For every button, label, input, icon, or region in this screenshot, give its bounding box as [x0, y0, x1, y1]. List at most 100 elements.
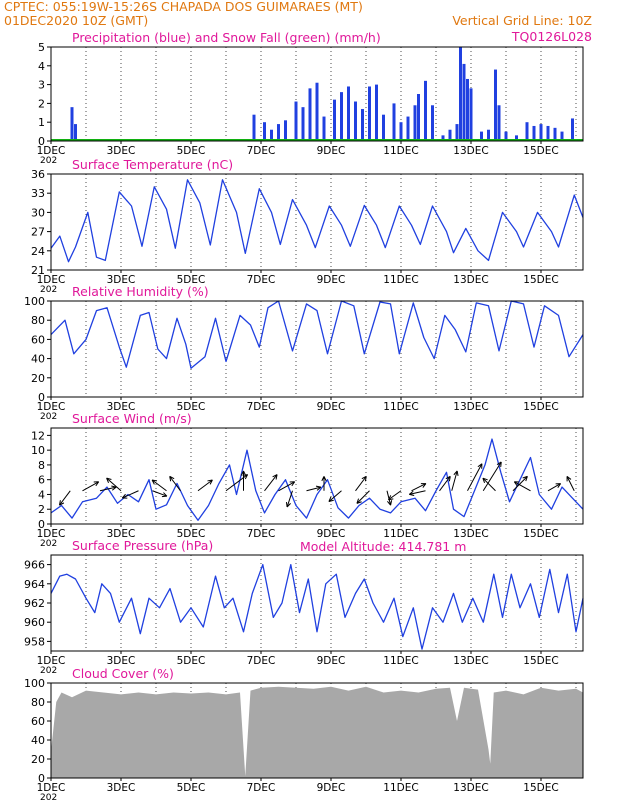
y-tick-label: 0: [38, 135, 45, 148]
panel-rh: 0 20 40 60 80 100 1DEC 3DEC 5DEC 7DEC 9DEC 11DEC 13D…: [24, 284, 584, 422]
wind-arrowhead: [496, 461, 502, 467]
panel-frame: [50, 554, 584, 652]
y-tick-label: 21: [31, 264, 45, 277]
x-tick-label: 11DEC: [383, 401, 418, 413]
wind-vector: [482, 477, 496, 492]
y-tick-label: 0: [38, 391, 45, 404]
precip-bar: [368, 86, 371, 141]
wind-vector: [122, 490, 139, 499]
x-tick-label: 11DEC: [383, 145, 418, 157]
y-tick-label: 40: [31, 353, 45, 366]
precip-bar: [480, 131, 483, 141]
precip-bar: [441, 135, 445, 141]
x-tick-label: 11DEC: [383, 528, 418, 540]
wind-vector: [106, 477, 122, 492]
wind-arrowhead: [207, 479, 213, 485]
x-tick-label: 1DEC: [37, 655, 66, 667]
y-tick-label: 0: [38, 772, 45, 785]
y-tick-label: 962: [24, 597, 45, 610]
y-tick-label: 100: [24, 295, 45, 308]
x-tick-label: 13DEC: [453, 655, 488, 667]
wind-arrowhead: [555, 483, 562, 488]
panel-precip: 0 1 2 3 4 5 1DEC 3DEC 5DEC 7DEC 9DEC 11DEC 13DEC 15DE…: [37, 30, 584, 166]
wind-arrowhead: [387, 495, 394, 501]
wind-vector: [152, 490, 168, 497]
panel-title: Surface Pressure (hPa): [72, 538, 213, 553]
precip-bar: [340, 92, 343, 141]
y-tick-label: 10: [31, 444, 45, 457]
panel-title: Cloud Cover (%): [72, 666, 174, 681]
precip-bar: [515, 135, 518, 141]
x-tick-label: 7DEC: [247, 655, 276, 667]
panel-title: Surface Temperature (nC): [72, 157, 233, 172]
wind-arrowhead: [93, 481, 100, 487]
year-label: 202: [40, 412, 57, 422]
vertical-grid-note: Vertical Grid Line: 10Z: [452, 13, 592, 28]
precip-bar: [70, 107, 74, 141]
x-tick-label: 1DEC: [37, 401, 66, 413]
precip-bar: [382, 114, 385, 141]
y-tick-label: 33: [31, 187, 45, 200]
cloud-area: [51, 686, 583, 778]
y-tick-label: 36: [31, 168, 45, 181]
wind-vector: [386, 490, 392, 506]
wind-vector: [467, 463, 483, 492]
x-tick-label: 7DEC: [247, 528, 276, 540]
y-tick-label: 27: [31, 226, 45, 239]
x-tick-label: 11DEC: [383, 782, 418, 794]
precip-bar: [504, 131, 508, 141]
y-tick-label: 80: [31, 314, 45, 327]
precip-bar: [469, 88, 473, 141]
rh-line: [50, 300, 584, 369]
panel-frame: [50, 173, 584, 271]
x-tick-label: 13DEC: [453, 274, 488, 286]
wind-vector: [547, 483, 561, 492]
wind-arrowhead: [387, 500, 393, 506]
x-tick-label: 13DEC: [453, 145, 488, 157]
y-tick-label: 80: [31, 696, 45, 709]
wind-arrowhead: [121, 493, 128, 499]
wind-arrowhead: [169, 475, 175, 482]
wind-vector: [99, 486, 117, 492]
x-tick-label: 1DEC: [37, 274, 66, 286]
y-tick-label: 4: [38, 488, 45, 501]
wind-vector: [278, 481, 295, 492]
wind-line: [50, 438, 584, 521]
precip-bar: [294, 101, 298, 141]
year-label: 202: [40, 156, 57, 166]
precip-bar: [448, 129, 452, 141]
panel-title: Relative Humidity (%): [72, 284, 209, 299]
wind-arrowhead: [513, 481, 520, 487]
x-tick-label: 13DEC: [453, 782, 488, 794]
wind-vector: [451, 470, 458, 491]
wind-arrowhead: [58, 500, 65, 506]
precip-bar: [494, 69, 497, 141]
wind-arrowhead: [361, 475, 367, 482]
x-tick-label: 5DEC: [177, 274, 206, 286]
x-tick-label: 9DEC: [317, 401, 346, 413]
precip-bar: [546, 125, 550, 141]
precip-bar: [560, 131, 564, 141]
precip-bar: [497, 105, 501, 141]
wind-arrowhead: [289, 481, 296, 487]
wind-arrowhead: [240, 470, 247, 476]
precip-bar: [532, 125, 536, 141]
wind-arrowhead: [477, 463, 483, 469]
y-tick-label: 100: [24, 677, 45, 690]
x-tick-label: 7DEC: [247, 782, 276, 794]
x-tick-label: 13DEC: [453, 528, 488, 540]
x-tick-label: 9DEC: [317, 274, 346, 286]
x-tick-label: 3DEC: [107, 655, 136, 667]
wind-vector: [82, 481, 99, 492]
year-label: 202: [40, 793, 57, 800]
wind-arrowhead: [408, 490, 415, 497]
y-tick-label: 2: [38, 97, 45, 110]
y-tick-label: 24: [31, 245, 45, 258]
wind-arrowhead: [315, 485, 322, 491]
precip-bar: [354, 101, 357, 141]
x-tick-label: 1DEC: [37, 145, 66, 157]
y-tick-label: 60: [31, 715, 45, 728]
year-label: 202: [40, 666, 57, 676]
panel-frame: [50, 46, 584, 142]
precip-bar: [553, 127, 557, 141]
